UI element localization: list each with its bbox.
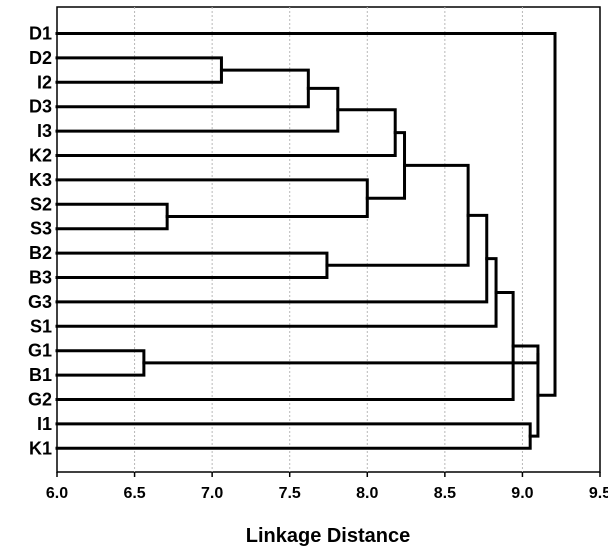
leaf-label: G2 <box>28 390 52 410</box>
x-tick-label: 8.5 <box>434 485 456 502</box>
dendrogram-link <box>55 32 557 397</box>
x-tick-label: 7.5 <box>279 485 301 502</box>
dendrogram-link <box>55 108 397 157</box>
dendrogram-link <box>528 352 540 438</box>
leaf-label: S2 <box>30 194 52 214</box>
x-tick-label: 9.0 <box>511 485 533 502</box>
leaf-labels: D1 D2 I2 D3 I3 K2 K3 S2 S3 B2 B3 G3 S1 G1 B1 G2 I1 K1 <box>28 24 52 459</box>
dendrogram-link <box>55 86 340 133</box>
leaf-label: G1 <box>28 341 52 361</box>
dendrogram-link <box>365 131 407 200</box>
leaf-label: K2 <box>29 146 52 166</box>
dendrogram-link <box>55 257 498 328</box>
leaf-label: B2 <box>29 243 52 263</box>
plot-frame <box>56 6 601 473</box>
x-tick-label: 9.5 <box>589 485 608 502</box>
dendrogram-link <box>55 422 532 450</box>
x-tick-label: 6.0 <box>46 485 68 502</box>
leaf-label: D1 <box>29 24 52 44</box>
x-tick-label: 7.0 <box>201 485 223 502</box>
x-axis-ticks: 6.0 6.5 7.0 7.5 8.0 8.5 9.0 9.5 <box>46 472 608 502</box>
leaf-label: I1 <box>37 414 52 434</box>
grid-lines <box>134 7 523 472</box>
dendrogram-link <box>55 349 146 377</box>
leaf-label: S3 <box>30 219 52 239</box>
leaf-label: G3 <box>28 292 52 312</box>
dendrogram-link <box>142 344 540 365</box>
leaf-label: I2 <box>37 72 52 92</box>
leaf-label: K1 <box>29 438 52 458</box>
x-tick-label: 8.0 <box>356 485 378 502</box>
leaf-label: K3 <box>29 170 52 190</box>
leaf-label: B1 <box>29 365 52 385</box>
leaf-label: S1 <box>30 316 52 336</box>
dendrogram-link <box>55 56 223 84</box>
dendrogram-link <box>55 202 169 231</box>
x-axis-title: Linkage Distance <box>246 525 411 547</box>
leaf-label: D3 <box>29 97 52 117</box>
leaf-label: I3 <box>37 121 52 141</box>
dendrogram-branches <box>55 32 557 450</box>
leaf-label: B3 <box>29 268 52 288</box>
x-tick-label: 6.5 <box>123 485 145 502</box>
leaf-label: D2 <box>29 48 52 68</box>
dendrogram-link <box>55 251 329 279</box>
dendrogram-link <box>55 68 310 109</box>
